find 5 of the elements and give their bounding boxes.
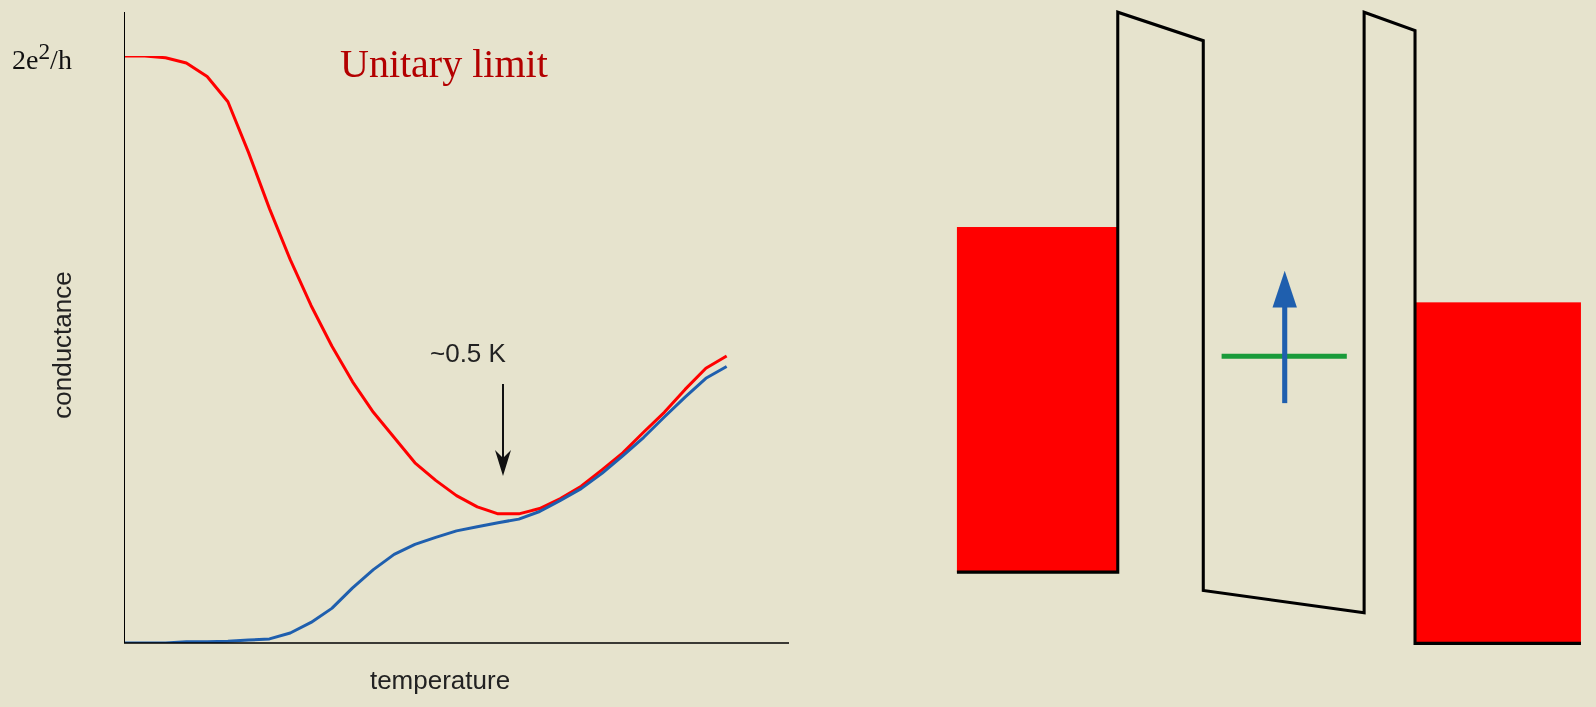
- y-axis-title: conductance: [46, 271, 78, 419]
- text: 2e$^{2}$/h: [12, 38, 72, 77]
- text: Unitary limit: [340, 40, 548, 87]
- annotation: ~0.5 K: [430, 338, 506, 369]
- x-axis-title: temperature: [369, 665, 511, 695]
